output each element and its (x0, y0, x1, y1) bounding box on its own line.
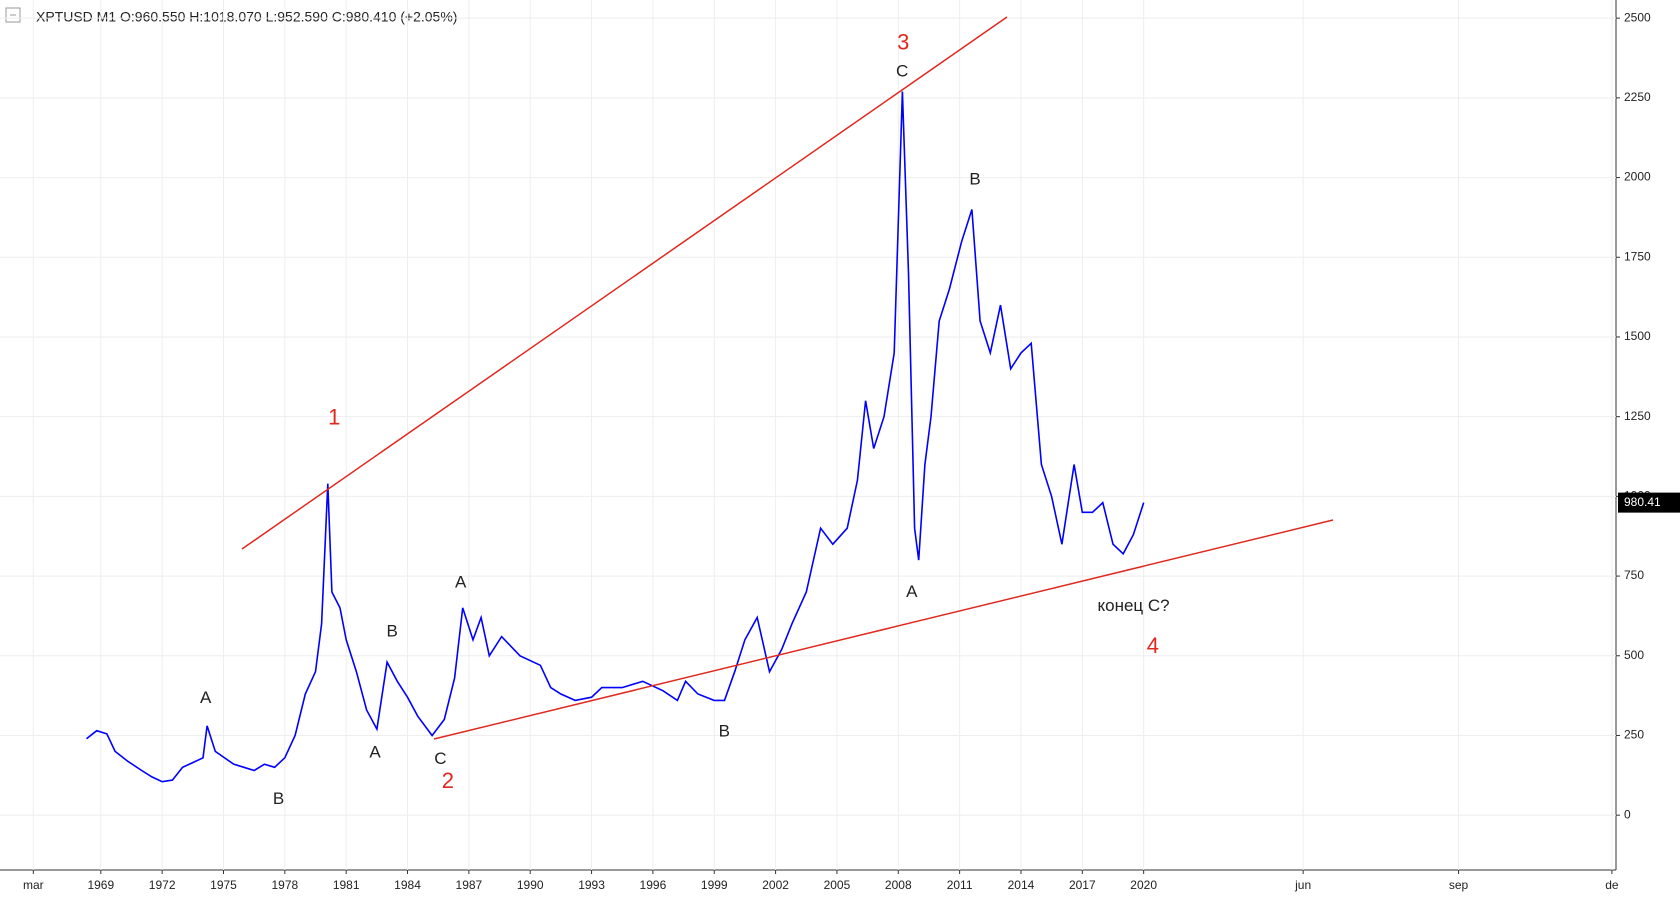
x-tick-label: 2002 (762, 878, 789, 892)
chart-title: XPTUSD M1 O:960.550 H:1018.070 L:952.590… (36, 9, 457, 25)
y-tick-label: 0 (1624, 807, 1631, 821)
x-tick-label: 2014 (1008, 878, 1035, 892)
x-tick-label: 2017 (1069, 878, 1096, 892)
y-tick-label: 500 (1624, 648, 1644, 662)
price-tag-label: 980.41 (1624, 495, 1661, 509)
wave-label: A (369, 743, 381, 762)
x-tick-label: 1978 (271, 878, 298, 892)
x-tick-label: jun (1294, 878, 1311, 892)
x-tick-label: 1999 (701, 878, 728, 892)
wave-label: C (896, 61, 908, 80)
wave-label: A (200, 688, 212, 707)
wave-label: B (273, 789, 284, 808)
wave-label: 1 (328, 405, 340, 430)
price-line (86, 91, 1145, 783)
wave-label: 4 (1147, 633, 1159, 658)
x-tick-label: 1990 (517, 878, 544, 892)
wave-label: B (969, 169, 980, 188)
x-tick-label: 1975 (210, 878, 237, 892)
wave-label: A (455, 572, 467, 591)
wave-label: B (719, 721, 730, 740)
x-tick-label: 1984 (394, 878, 421, 892)
x-tick-label: 1972 (149, 878, 176, 892)
y-tick-label: 1500 (1624, 329, 1651, 343)
y-tick-label: 1750 (1624, 249, 1651, 263)
x-tick-label: 2008 (885, 878, 912, 892)
collapse-button[interactable] (5, 7, 21, 23)
x-tick-label: 1969 (87, 878, 114, 892)
lower-trend-line (433, 519, 1334, 740)
wave-label: A (906, 582, 918, 601)
y-tick-label: 250 (1624, 728, 1644, 742)
wave-label: 3 (897, 30, 909, 55)
y-tick-label: 2250 (1624, 90, 1651, 104)
price-tag (1618, 492, 1680, 513)
x-tick-label: mar (23, 878, 44, 892)
x-tick-label: 2005 (824, 878, 851, 892)
y-tick-label: 750 (1624, 568, 1644, 582)
x-tick-label: 1993 (578, 878, 605, 892)
wave-label: C (434, 749, 446, 768)
wave-label: 2 (442, 768, 454, 793)
upper-trend-line (241, 16, 1008, 550)
x-tick-label: de (1605, 878, 1619, 892)
y-tick-label: 2500 (1624, 10, 1651, 24)
x-tick-label: 1987 (456, 878, 483, 892)
x-tick-label: 2011 (947, 878, 973, 892)
x-tick-label: 2020 (1130, 878, 1157, 892)
wave-label: конец C? (1098, 596, 1170, 615)
y-tick-label: 1250 (1624, 409, 1651, 423)
x-tick-label: sep (1449, 878, 1469, 892)
x-tick-label: 1996 (640, 878, 667, 892)
wave-label: B (386, 622, 397, 641)
x-tick-label: 1981 (333, 878, 360, 892)
y-tick-label: 2000 (1624, 170, 1651, 184)
